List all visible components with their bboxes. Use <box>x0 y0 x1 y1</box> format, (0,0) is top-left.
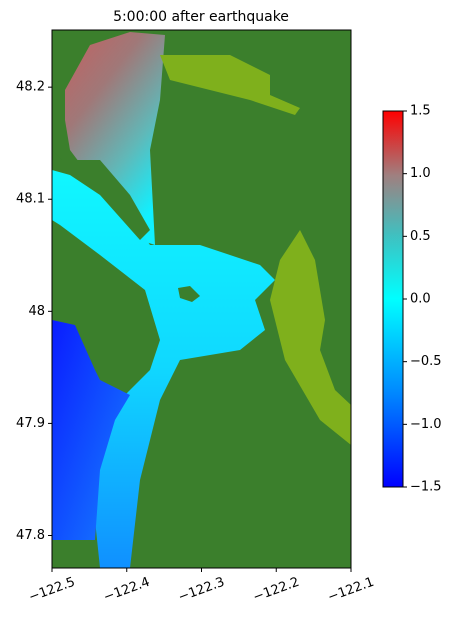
y-tick-label: 48.2 <box>16 80 45 95</box>
x-tick-label: −122.5 <box>27 575 77 606</box>
lowland <box>160 55 300 115</box>
colorbar-tick-label: 1.0 <box>410 166 431 181</box>
colorbar-tick-label: −1.0 <box>410 417 442 432</box>
colorbar-tick-label: −0.5 <box>410 354 442 369</box>
water <box>65 32 165 245</box>
x-tick-label: −122.3 <box>176 575 226 606</box>
land <box>52 150 150 240</box>
water <box>52 320 130 540</box>
map <box>51 29 352 569</box>
colorbar-tick-label: 1.5 <box>410 104 431 119</box>
colorbar <box>382 110 404 488</box>
colorbar-tick-label: −1.5 <box>410 480 442 495</box>
colorbar-tick-label: 0.0 <box>410 292 431 307</box>
island <box>178 286 200 302</box>
y-tick-label: 47.8 <box>16 528 45 543</box>
y-tick-label: 48 <box>28 304 45 319</box>
x-tick-label: −122.1 <box>326 575 376 606</box>
x-tick-label: −122.4 <box>102 575 152 606</box>
y-tick-label: 47.9 <box>16 416 45 431</box>
water <box>52 165 275 568</box>
y-tick-label: 48.1 <box>16 192 45 207</box>
colorbar-tick-label: 0.5 <box>410 229 431 244</box>
lowland <box>270 230 351 445</box>
chart-title: 5:00:00 after earthquake <box>113 9 289 25</box>
x-tick-label: −122.2 <box>251 575 301 606</box>
